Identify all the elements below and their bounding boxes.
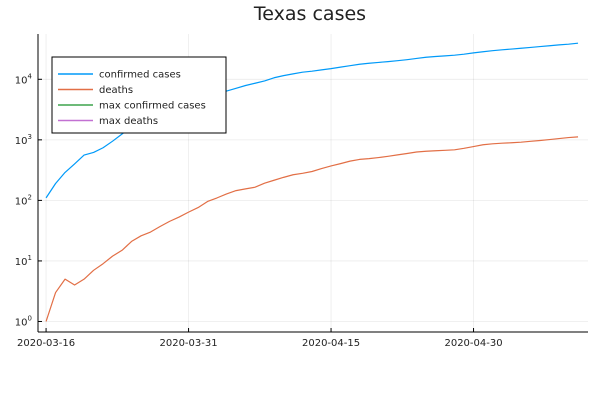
legend-label: max deaths xyxy=(99,116,158,127)
axes: 2020-03-16 2020-03-31 2020-04-15 2020-04-30… xyxy=(15,34,588,349)
chart-title: Texas cases xyxy=(253,3,366,25)
legend: confirmed cases deaths max confirmed cases… xyxy=(51,56,227,134)
x-tick-label: 2020-03-31 xyxy=(159,338,217,349)
y-tick-exponent: 1 xyxy=(28,254,32,262)
y-tick-exponent: 0 xyxy=(28,314,32,322)
y-tick-exponent: 3 xyxy=(28,133,32,141)
y-tick-label: 100 xyxy=(15,314,32,328)
y-tick-exponent: 2 xyxy=(28,193,32,201)
legend-label: deaths xyxy=(99,85,133,96)
y-tick-exponent: 4 xyxy=(28,72,33,80)
y-tick-base: 10 xyxy=(15,257,28,268)
x-tick-label: 2020-04-30 xyxy=(444,338,502,349)
y-tick-base: 10 xyxy=(15,196,28,207)
y-tick-label: 101 xyxy=(15,254,32,268)
y-tick-base: 10 xyxy=(15,136,28,147)
y-tick-base: 10 xyxy=(15,317,28,328)
x-tick-label: 2020-04-15 xyxy=(302,338,360,349)
legend-label: confirmed cases xyxy=(99,70,181,81)
legend-label: max confirmed cases xyxy=(99,101,206,112)
y-tick-base: 10 xyxy=(15,75,28,86)
series-line-deaths xyxy=(45,136,579,322)
y-tick-label: 102 xyxy=(15,193,32,207)
y-tick-label: 103 xyxy=(15,133,32,147)
x-tick-label: 2020-03-16 xyxy=(17,338,75,349)
y-tick-label: 104 xyxy=(15,72,33,86)
